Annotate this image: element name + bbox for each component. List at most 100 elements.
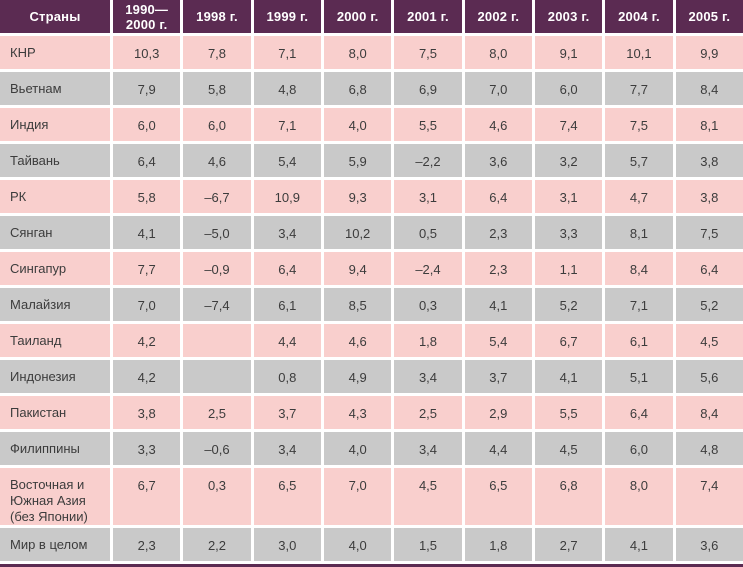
table-row: Филиппины 3,3 –0,6 3,4 4,0 3,4 4,4 4,5 6,0 4,8 [0, 432, 743, 465]
value-cell: 4,7 [605, 180, 673, 213]
value-cell: 10,1 [605, 36, 673, 69]
column-header-year: 2005 г. [675, 0, 743, 33]
value-cell: 4,8 [675, 432, 743, 465]
value-cell: 0,3 [394, 288, 462, 321]
column-header-year: 1999 г. [253, 0, 321, 33]
value-cell: 3,4 [253, 216, 321, 249]
value-cell: 7,8 [183, 36, 251, 69]
table-row: Малайзия 7,0 –7,4 6,1 8,5 0,3 4,1 5,2 7,1 5,2 [0, 288, 743, 321]
table-row: Тайвань 6,4 4,6 5,4 5,9 –2,2 3,6 3,2 5,7 3,8 [0, 144, 743, 177]
value-cell: 10,9 [253, 180, 321, 213]
value-cell: 4,5 [534, 432, 603, 465]
value-cell: 4,0 [323, 108, 392, 141]
value-cell: 5,7 [605, 144, 673, 177]
value-cell: –0,9 [183, 252, 251, 285]
country-cell: Пакистан [0, 396, 110, 429]
value-cell: 6,4 [113, 144, 181, 177]
value-cell: 4,8 [253, 72, 321, 105]
table-row: Индия 6,0 6,0 7,1 4,0 5,5 4,6 7,4 7,5 8,1 [0, 108, 743, 141]
country-cell: Мир в целом [0, 528, 110, 561]
value-cell: 8,0 [605, 468, 673, 525]
value-cell: 9,9 [675, 36, 743, 69]
value-cell: 2,3 [113, 528, 181, 561]
value-cell: 6,4 [675, 252, 743, 285]
value-cell: 5,6 [675, 360, 743, 393]
value-cell: 8,0 [323, 36, 392, 69]
value-cell: 8,4 [605, 252, 673, 285]
column-header-country: Страны [0, 0, 110, 33]
country-cell: Сянган [0, 216, 110, 249]
value-cell: 2,9 [464, 396, 532, 429]
value-cell: 7,1 [253, 36, 321, 69]
value-cell: 5,9 [323, 144, 392, 177]
value-cell: 0,3 [183, 468, 251, 525]
value-cell [183, 360, 251, 393]
value-cell: 4,6 [183, 144, 251, 177]
country-cell: КНР [0, 36, 110, 69]
value-cell: 6,4 [253, 252, 321, 285]
value-cell: 5,2 [534, 288, 603, 321]
value-cell: –7,4 [183, 288, 251, 321]
value-cell: 8,5 [323, 288, 392, 321]
value-cell: 10,2 [323, 216, 392, 249]
column-header-year: 2003 г. [534, 0, 603, 33]
value-cell: 6,5 [253, 468, 321, 525]
value-cell: 3,8 [675, 144, 743, 177]
value-cell: 4,1 [113, 216, 181, 249]
country-cell: Таиланд [0, 324, 110, 357]
value-cell [183, 324, 251, 357]
value-cell: 6,0 [113, 108, 181, 141]
value-cell: 6,5 [464, 468, 532, 525]
value-cell: 7,4 [534, 108, 603, 141]
value-cell: 7,5 [605, 108, 673, 141]
value-cell: 7,4 [675, 468, 743, 525]
value-cell: 3,1 [534, 180, 603, 213]
value-cell: 5,4 [253, 144, 321, 177]
value-cell: 3,0 [253, 528, 321, 561]
table-row: Индонезия 4,2 0,8 4,9 3,4 3,7 4,1 5,1 5,6 [0, 360, 743, 393]
value-cell: 1,5 [394, 528, 462, 561]
country-cell: Вьетнам [0, 72, 110, 105]
value-cell: 4,5 [394, 468, 462, 525]
value-cell: 4,1 [464, 288, 532, 321]
value-cell: 4,2 [113, 360, 181, 393]
value-cell: 2,3 [464, 216, 532, 249]
value-cell: 6,0 [605, 432, 673, 465]
value-cell: 3,6 [464, 144, 532, 177]
value-cell: 4,9 [323, 360, 392, 393]
value-cell: 5,4 [464, 324, 532, 357]
value-cell: 6,8 [534, 468, 603, 525]
value-cell: 1,8 [394, 324, 462, 357]
value-cell: 4,2 [113, 324, 181, 357]
value-cell: 4,6 [464, 108, 532, 141]
value-cell: 3,2 [534, 144, 603, 177]
value-cell: 10,3 [113, 36, 181, 69]
table-row: Сянган 4,1 –5,0 3,4 10,2 0,5 2,3 3,3 8,1 7,5 [0, 216, 743, 249]
table-row: КНР 10,3 7,8 7,1 8,0 7,5 8,0 9,1 10,1 9,9 [0, 36, 743, 69]
value-cell: 6,7 [534, 324, 603, 357]
country-cell: Тайвань [0, 144, 110, 177]
value-cell: 4,3 [323, 396, 392, 429]
country-cell: Малайзия [0, 288, 110, 321]
value-cell: 5,5 [394, 108, 462, 141]
value-cell: 8,0 [464, 36, 532, 69]
value-cell: 3,4 [253, 432, 321, 465]
value-cell: –5,0 [183, 216, 251, 249]
value-cell: 4,4 [253, 324, 321, 357]
column-header-year: 1998 г. [183, 0, 251, 33]
value-cell: 3,1 [394, 180, 462, 213]
value-cell: –2,2 [394, 144, 462, 177]
value-cell: 4,1 [605, 528, 673, 561]
value-cell: 4,1 [534, 360, 603, 393]
value-cell: 5,8 [183, 72, 251, 105]
next-section-edge [0, 564, 743, 567]
value-cell: 4,4 [464, 432, 532, 465]
value-cell: 8,4 [675, 72, 743, 105]
value-cell: 6,4 [464, 180, 532, 213]
value-cell: 6,1 [253, 288, 321, 321]
value-cell: 8,4 [675, 396, 743, 429]
value-cell: 2,5 [394, 396, 462, 429]
value-cell: 7,0 [113, 288, 181, 321]
value-cell: 7,1 [605, 288, 673, 321]
